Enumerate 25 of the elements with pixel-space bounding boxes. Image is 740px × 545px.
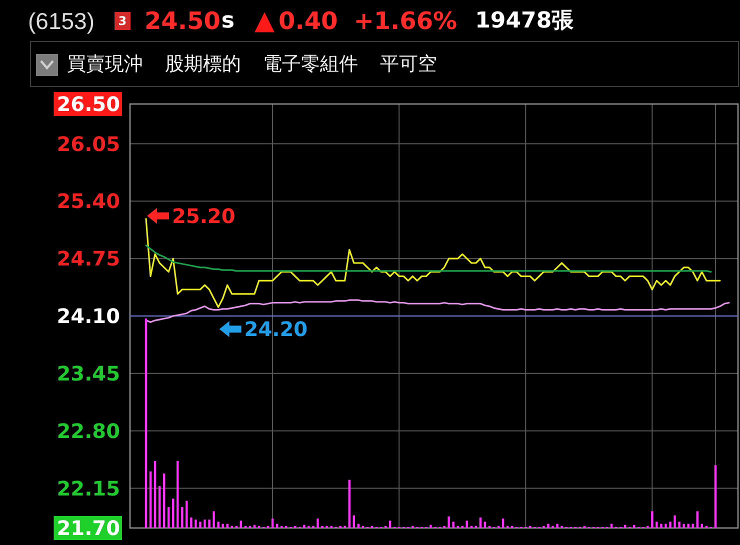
ytick: 24.10	[56, 304, 120, 328]
header-text: s	[221, 8, 235, 34]
tag: 電子零組件	[263, 53, 358, 75]
ytick: 25.40	[56, 189, 120, 214]
ytick: 26.05	[56, 132, 120, 156]
header-text: 19478張	[475, 8, 574, 34]
header-text: +1.66%	[354, 7, 458, 35]
note: 24.20	[219, 317, 308, 342]
header-text: 24.50	[144, 7, 220, 35]
ytick: 24.75	[56, 246, 120, 271]
tag: 買賣現沖	[67, 53, 143, 75]
title: (6153)	[28, 8, 94, 34]
annotation: 25.20	[172, 204, 236, 228]
ytick: 22.80	[56, 418, 120, 443]
ytick: 22.15	[56, 476, 120, 500]
tag: 平可空	[380, 53, 437, 75]
note: 25.20	[147, 204, 236, 228]
ytick: 21.70	[54, 516, 122, 540]
tag: 股期標的	[165, 53, 241, 75]
ytick: 23.45	[56, 361, 120, 386]
badge: 3	[114, 12, 130, 30]
annotation: 24.20	[244, 317, 308, 342]
ytick: 26.50	[54, 92, 122, 116]
header-text: 0.40	[278, 7, 338, 35]
header-text: ▲	[254, 6, 275, 36]
